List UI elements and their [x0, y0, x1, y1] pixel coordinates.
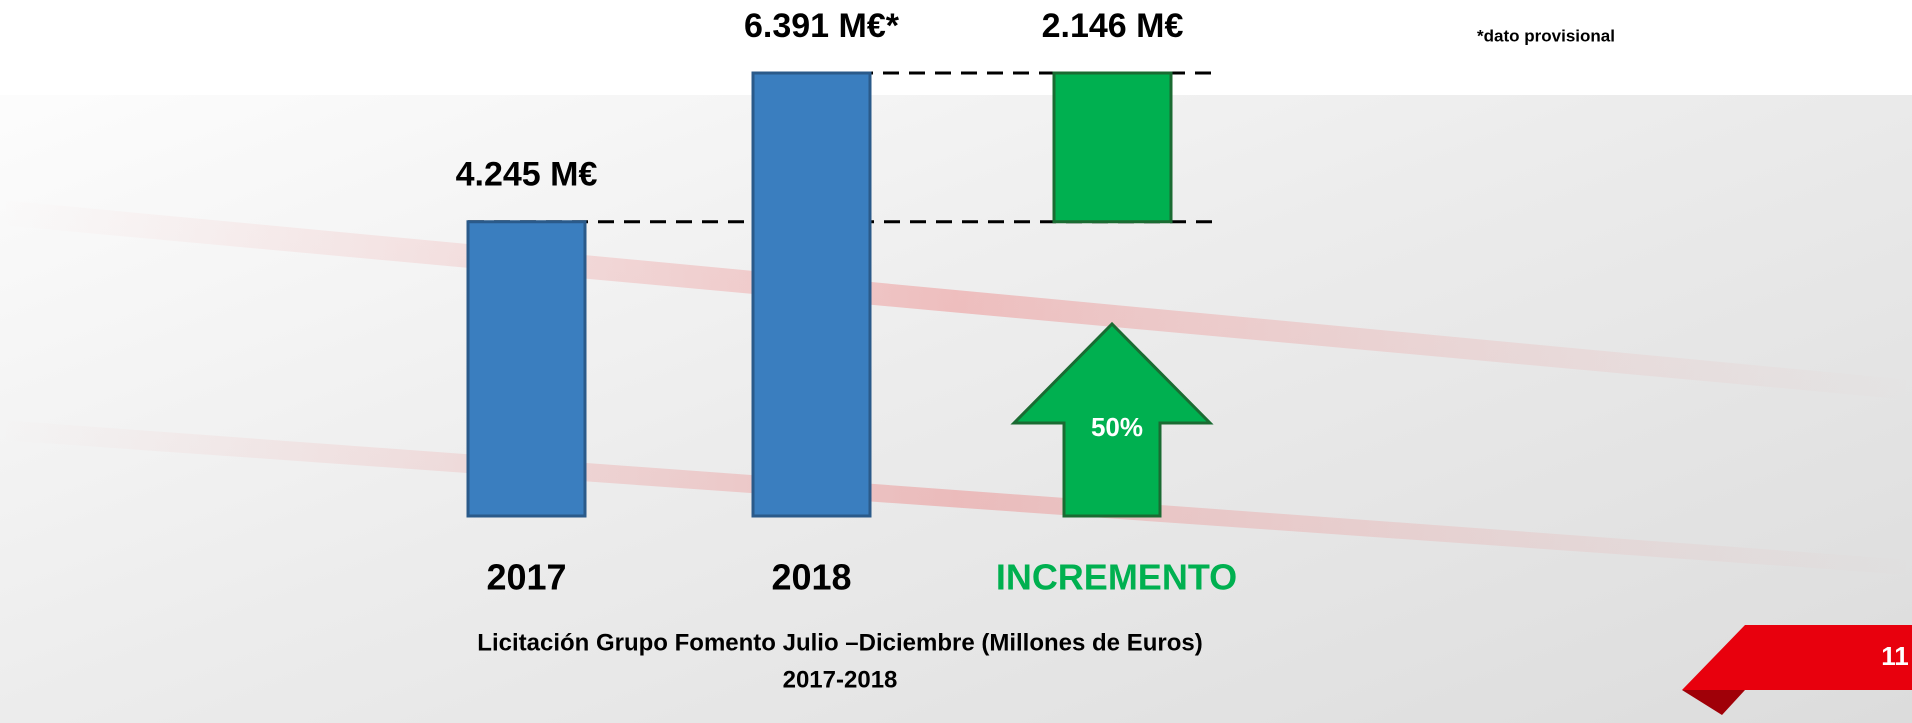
caption: 2017-2018: [783, 666, 898, 693]
value-label: 4.245 M€: [456, 156, 598, 194]
footnote: *dato provisional: [1477, 26, 1615, 45]
page-number: 11: [1881, 641, 1909, 671]
caption: Licitación Grupo Fomento Julio –Diciembr…: [477, 629, 1202, 656]
value-label: 6.391 M€*: [744, 7, 900, 45]
category-label: INCREMENTO: [996, 557, 1237, 598]
arrow-label: 50%: [1091, 412, 1143, 442]
increase-arrow: [1010, 321, 1214, 518]
page-badge: [1682, 625, 1912, 690]
bar: [1052, 71, 1173, 224]
bar: [751, 71, 872, 518]
value-label: 2.146 M€: [1042, 7, 1184, 45]
category-label: 2018: [771, 557, 851, 598]
page-badge-shadow: [1682, 690, 1745, 715]
bar: [466, 220, 587, 518]
category-label: 2017: [486, 557, 566, 598]
top-band: [0, 0, 1912, 95]
